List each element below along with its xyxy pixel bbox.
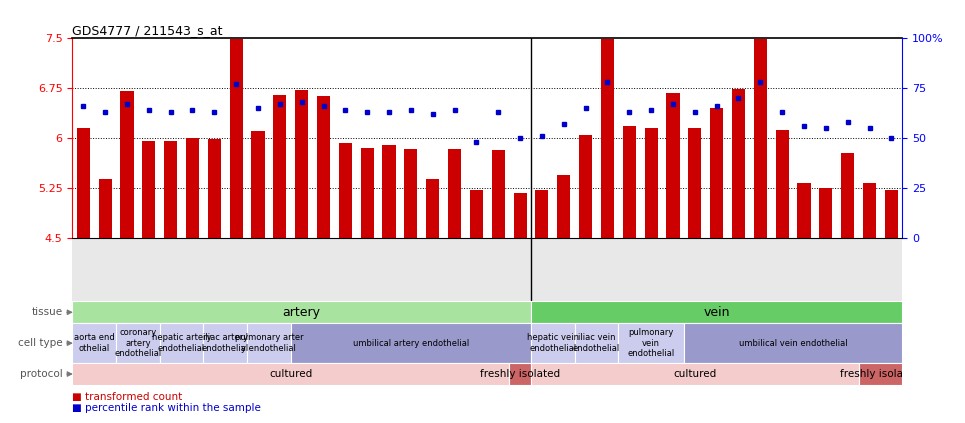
Bar — [688, 128, 702, 238]
Bar — [684, 323, 902, 363]
Text: umbilical artery endothelial: umbilical artery endothelial — [353, 339, 469, 348]
Text: protocol: protocol — [19, 369, 63, 379]
Bar — [252, 131, 264, 238]
Bar — [710, 108, 723, 238]
Text: iliac vein
endothelial: iliac vein endothelial — [573, 333, 620, 353]
Bar — [492, 150, 505, 238]
Bar — [754, 39, 767, 238]
Text: cultured: cultured — [674, 369, 716, 379]
Text: aorta end
othelial: aorta end othelial — [74, 333, 115, 353]
Bar — [536, 190, 548, 238]
Bar — [186, 138, 199, 238]
Bar — [77, 128, 90, 238]
Text: vein: vein — [703, 306, 730, 319]
Bar — [290, 323, 531, 363]
Bar — [160, 323, 204, 363]
Bar — [531, 323, 575, 363]
Bar — [72, 323, 116, 363]
Text: umbilical vein endothelial: umbilical vein endothelial — [739, 339, 847, 348]
Bar — [382, 145, 396, 238]
Bar — [579, 135, 593, 238]
Bar — [510, 363, 531, 385]
Bar — [731, 89, 745, 238]
Bar — [121, 91, 133, 238]
Bar — [427, 179, 439, 238]
Bar — [273, 95, 287, 238]
Bar — [513, 193, 527, 238]
Text: coronary
artery
endothelial: coronary artery endothelial — [114, 328, 161, 358]
Bar — [207, 139, 221, 238]
Bar — [531, 302, 902, 323]
Bar — [295, 90, 308, 238]
Bar — [404, 149, 418, 238]
Text: tissue: tissue — [31, 307, 63, 317]
Bar — [575, 323, 619, 363]
Bar — [98, 179, 112, 238]
Bar — [885, 190, 897, 238]
Bar — [230, 39, 243, 238]
Bar — [601, 39, 614, 238]
Text: freshly isolated: freshly isolated — [480, 369, 560, 379]
Text: hepatic vein
endothelial: hepatic vein endothelial — [527, 333, 579, 353]
Text: artery: artery — [283, 306, 320, 319]
Bar — [859, 363, 902, 385]
Bar — [142, 140, 155, 238]
Bar — [619, 323, 684, 363]
Bar — [819, 188, 833, 238]
Bar — [339, 143, 352, 238]
Bar — [645, 128, 658, 238]
Text: cultured: cultured — [269, 369, 313, 379]
Bar — [797, 183, 811, 238]
Bar — [557, 175, 570, 238]
Bar — [667, 93, 679, 238]
Text: iliac artery
endothelial: iliac artery endothelial — [202, 333, 249, 353]
Bar — [72, 363, 510, 385]
Bar — [622, 126, 636, 238]
Text: ■ transformed count: ■ transformed count — [72, 392, 182, 402]
Bar — [776, 130, 788, 238]
Text: hepatic artery
endothelial: hepatic artery endothelial — [152, 333, 211, 353]
Bar — [448, 148, 461, 238]
Bar — [204, 323, 247, 363]
Bar — [361, 148, 373, 238]
Bar — [164, 141, 178, 238]
Bar — [531, 363, 859, 385]
Text: freshly isolated: freshly isolated — [841, 369, 921, 379]
Bar — [247, 323, 290, 363]
Text: GDS4777 / 211543_s_at: GDS4777 / 211543_s_at — [72, 24, 223, 37]
Bar — [116, 323, 160, 363]
Text: cell type: cell type — [17, 338, 63, 348]
Bar — [72, 302, 531, 323]
Bar — [841, 153, 854, 238]
Text: pulmonary arter
y endothelial: pulmonary arter y endothelial — [234, 333, 303, 353]
Bar — [863, 183, 876, 238]
Text: pulmonary
vein
endothelial: pulmonary vein endothelial — [627, 328, 675, 358]
Bar — [317, 96, 330, 238]
Bar — [470, 190, 482, 238]
Text: ■ percentile rank within the sample: ■ percentile rank within the sample — [72, 403, 262, 413]
